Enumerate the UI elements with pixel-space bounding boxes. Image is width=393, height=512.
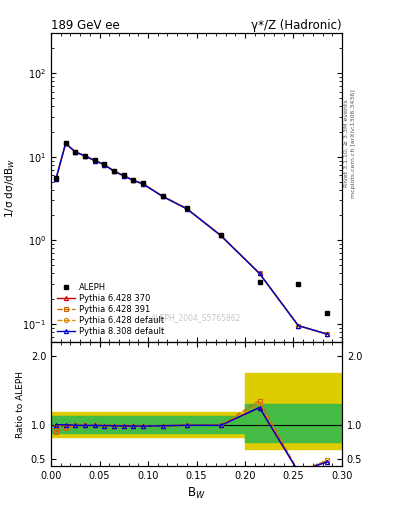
Pythia 6.428 default bbox=[184, 205, 189, 211]
Pythia 6.428 391 bbox=[102, 162, 107, 168]
Pythia 6.428 370 bbox=[92, 157, 97, 163]
Pythia 6.428 391 bbox=[257, 270, 262, 276]
ALEPH bbox=[219, 232, 223, 238]
Pythia 8.308 default bbox=[296, 323, 301, 329]
Pythia 6.428 default bbox=[112, 168, 116, 174]
ALEPH bbox=[63, 140, 68, 146]
Pythia 8.308 default bbox=[141, 181, 145, 187]
Pythia 6.428 370 bbox=[63, 140, 68, 146]
Pythia 6.428 default bbox=[219, 232, 223, 238]
Pythia 6.428 default bbox=[160, 193, 165, 199]
Pythia 6.428 default bbox=[83, 153, 87, 159]
Pythia 6.428 391 bbox=[131, 177, 136, 183]
Pythia 6.428 370 bbox=[296, 323, 301, 329]
Line: ALEPH: ALEPH bbox=[53, 141, 330, 315]
Pythia 6.428 391 bbox=[296, 323, 301, 329]
Pythia 6.428 391 bbox=[184, 206, 189, 212]
Pythia 6.428 370 bbox=[121, 173, 126, 179]
Pythia 6.428 391 bbox=[92, 157, 97, 163]
Pythia 6.428 370 bbox=[53, 176, 58, 182]
Pythia 6.428 370 bbox=[325, 331, 330, 337]
Pythia 8.308 default bbox=[257, 270, 262, 276]
ALEPH bbox=[73, 148, 78, 155]
ALEPH bbox=[184, 205, 189, 211]
Pythia 6.428 default bbox=[325, 331, 330, 337]
Pythia 8.308 default bbox=[184, 206, 189, 212]
Pythia 8.308 default bbox=[121, 173, 126, 179]
Pythia 6.428 default bbox=[296, 323, 301, 329]
ALEPH bbox=[160, 193, 165, 199]
ALEPH bbox=[296, 281, 301, 287]
ALEPH bbox=[112, 167, 116, 174]
Pythia 6.428 391 bbox=[325, 331, 330, 337]
Pythia 6.428 391 bbox=[53, 176, 58, 182]
Line: Pythia 6.428 391: Pythia 6.428 391 bbox=[54, 141, 329, 336]
Pythia 6.428 391 bbox=[219, 232, 223, 239]
Pythia 6.428 370 bbox=[141, 181, 145, 187]
Pythia 6.428 370 bbox=[73, 149, 78, 155]
Pythia 8.308 default bbox=[112, 168, 116, 174]
ALEPH bbox=[131, 177, 136, 183]
Pythia 8.308 default bbox=[83, 153, 87, 159]
Pythia 6.428 370 bbox=[219, 232, 223, 239]
Pythia 8.308 default bbox=[63, 140, 68, 146]
Y-axis label: 1/σ dσ/dB$_{W}$: 1/σ dσ/dB$_{W}$ bbox=[3, 158, 17, 218]
Pythia 6.428 370 bbox=[112, 168, 116, 174]
Pythia 8.308 default bbox=[325, 331, 330, 337]
Text: 189 GeV ee: 189 GeV ee bbox=[51, 19, 120, 32]
Pythia 8.308 default bbox=[131, 177, 136, 183]
ALEPH bbox=[92, 157, 97, 163]
ALEPH bbox=[83, 153, 87, 159]
ALEPH bbox=[53, 175, 58, 181]
Pythia 6.428 391 bbox=[83, 153, 87, 159]
Pythia 6.428 391 bbox=[112, 168, 116, 174]
Pythia 6.428 391 bbox=[73, 149, 78, 155]
Text: Rivet 3.1.10, ≥ 3.3M events: Rivet 3.1.10, ≥ 3.3M events bbox=[344, 99, 349, 187]
Pythia 8.308 default bbox=[73, 149, 78, 155]
Pythia 6.428 391 bbox=[63, 140, 68, 146]
X-axis label: B$_{W}$: B$_{W}$ bbox=[187, 486, 206, 501]
Pythia 6.428 default bbox=[63, 140, 68, 146]
Pythia 8.308 default bbox=[102, 162, 107, 168]
Pythia 6.428 default bbox=[53, 176, 58, 182]
Pythia 8.308 default bbox=[92, 157, 97, 163]
Pythia 6.428 default bbox=[121, 173, 126, 179]
Pythia 6.428 391 bbox=[141, 181, 145, 187]
Pythia 6.428 default bbox=[131, 177, 136, 183]
ALEPH bbox=[121, 172, 126, 178]
Pythia 6.428 default bbox=[73, 148, 78, 155]
Pythia 6.428 391 bbox=[160, 194, 165, 200]
ALEPH bbox=[141, 180, 145, 186]
Legend: ALEPH, Pythia 6.428 370, Pythia 6.428 391, Pythia 6.428 default, Pythia 8.308 de: ALEPH, Pythia 6.428 370, Pythia 6.428 39… bbox=[55, 282, 165, 338]
Pythia 6.428 370 bbox=[257, 270, 262, 276]
Pythia 6.428 default bbox=[92, 157, 97, 163]
ALEPH bbox=[257, 279, 262, 285]
Pythia 6.428 370 bbox=[184, 206, 189, 212]
Line: Pythia 6.428 370: Pythia 6.428 370 bbox=[54, 141, 329, 336]
Pythia 6.428 default bbox=[257, 270, 262, 276]
Pythia 6.428 370 bbox=[131, 177, 136, 183]
Pythia 6.428 default bbox=[141, 181, 145, 187]
Line: Pythia 8.308 default: Pythia 8.308 default bbox=[54, 141, 329, 336]
ALEPH bbox=[102, 161, 107, 167]
Y-axis label: Ratio to ALEPH: Ratio to ALEPH bbox=[16, 371, 25, 438]
Text: ALEPH_2004_S5765862: ALEPH_2004_S5765862 bbox=[151, 313, 242, 322]
Pythia 8.308 default bbox=[53, 176, 58, 182]
Pythia 6.428 370 bbox=[83, 153, 87, 159]
Line: Pythia 6.428 default: Pythia 6.428 default bbox=[54, 141, 329, 336]
Pythia 8.308 default bbox=[160, 194, 165, 200]
Text: γ*/Z (Hadronic): γ*/Z (Hadronic) bbox=[251, 19, 342, 32]
Pythia 6.428 default bbox=[102, 161, 107, 167]
Pythia 6.428 370 bbox=[160, 194, 165, 200]
ALEPH bbox=[325, 310, 330, 316]
Pythia 6.428 391 bbox=[121, 173, 126, 179]
Text: mcplots.cern.ch [arXiv:1306.3436]: mcplots.cern.ch [arXiv:1306.3436] bbox=[351, 89, 356, 198]
Pythia 6.428 370 bbox=[102, 162, 107, 168]
Pythia 8.308 default bbox=[219, 232, 223, 239]
